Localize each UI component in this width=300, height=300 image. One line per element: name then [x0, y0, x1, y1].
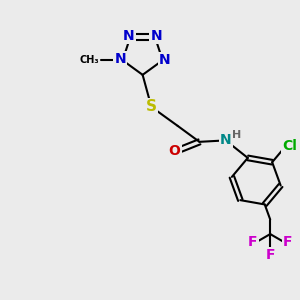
Text: N: N: [123, 29, 135, 43]
Text: S: S: [146, 99, 157, 114]
Text: N: N: [159, 53, 171, 67]
Text: F: F: [283, 235, 292, 249]
Text: F: F: [248, 235, 258, 249]
Text: H: H: [232, 130, 242, 140]
Text: N: N: [151, 29, 162, 43]
Text: CH₃: CH₃: [80, 55, 99, 65]
Text: Cl: Cl: [282, 139, 297, 153]
Text: N: N: [115, 52, 126, 66]
Text: F: F: [266, 248, 275, 262]
Text: N: N: [220, 133, 232, 147]
Text: O: O: [169, 144, 181, 158]
